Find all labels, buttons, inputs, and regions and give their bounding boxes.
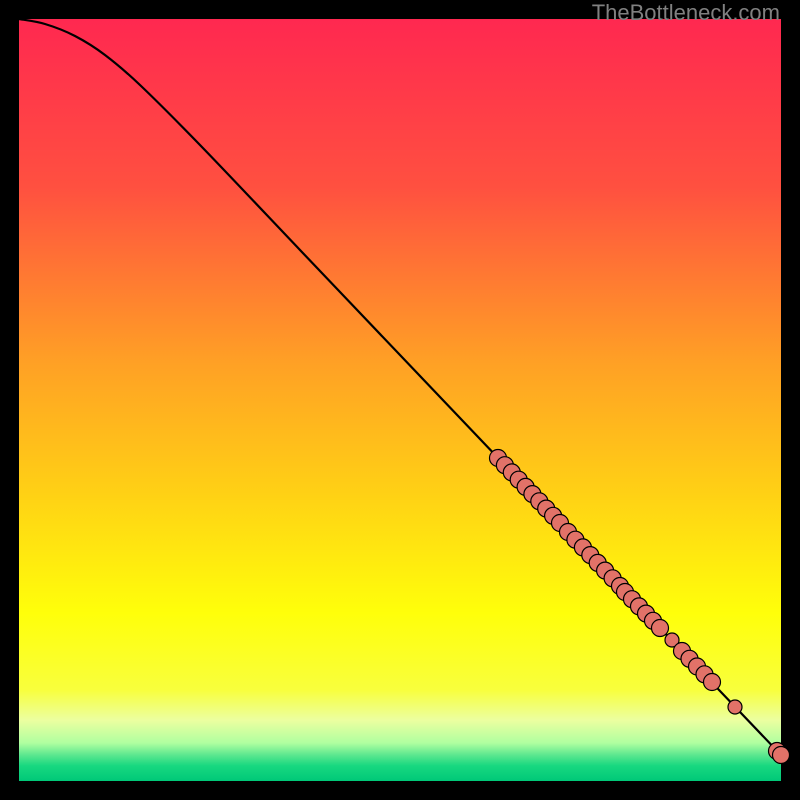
data-point xyxy=(652,620,669,637)
data-point xyxy=(704,674,721,691)
chart-svg xyxy=(0,0,800,800)
data-point xyxy=(728,700,742,714)
watermark-text: TheBottleneck.com xyxy=(592,0,780,26)
data-point xyxy=(773,747,790,764)
chart-container: TheBottleneck.com xyxy=(0,0,800,800)
plot-background xyxy=(19,19,781,781)
